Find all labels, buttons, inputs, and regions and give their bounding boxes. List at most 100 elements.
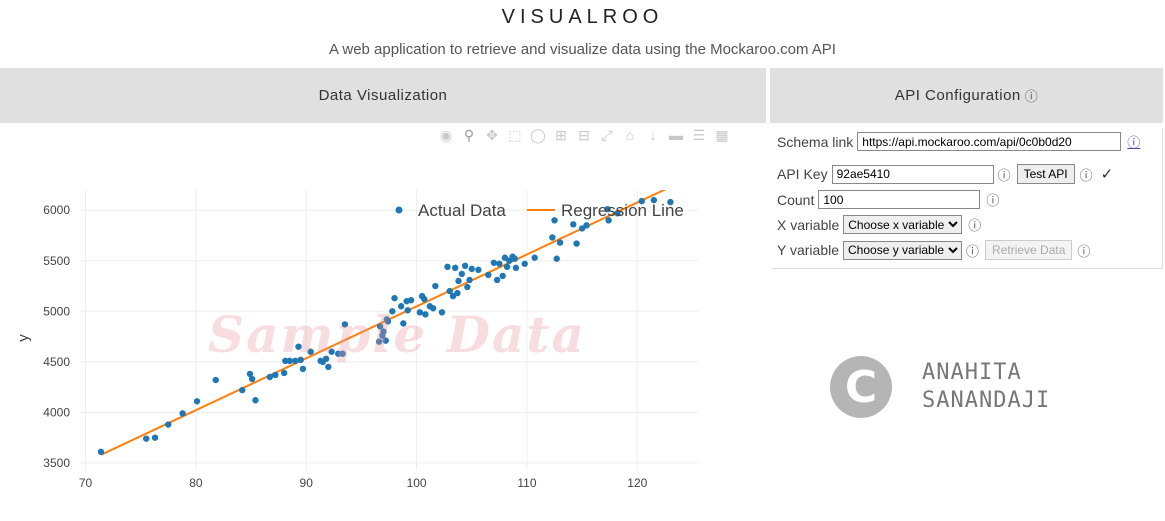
hover-closest-icon[interactable]: ▬ [669, 127, 683, 143]
data-point [458, 270, 466, 278]
data-point [468, 265, 475, 273]
data-point [179, 410, 186, 417]
pan-icon[interactable]: ✥ [486, 126, 498, 143]
camera-icon[interactable]: ◉ [439, 126, 453, 143]
autoscale-icon[interactable]: ⤢ [601, 126, 613, 143]
logo-line-2: SANANDAJI [922, 388, 1051, 413]
test-api-info-icon[interactable]: ⓘ [1079, 167, 1093, 183]
x-tick-label: 100 [407, 476, 427, 490]
count-input[interactable] [818, 190, 981, 209]
schema-label: Schema link [777, 133, 854, 150]
data-point [573, 240, 580, 247]
box-select-icon[interactable]: ⬚ [508, 126, 522, 143]
api-panel-title: API Configuration [894, 87, 1021, 104]
data-point [614, 210, 621, 217]
data-point [454, 289, 461, 297]
data-point [531, 254, 538, 261]
scatter-chart: 3500 4000 4500 5000 5500 6000 70 80 90 100 110 120 y… [15, 190, 698, 490]
zoom-icon[interactable]: ⚲ [463, 126, 475, 143]
data-point [252, 397, 259, 404]
y-tick-label: 4000 [43, 405, 70, 419]
logo-line-1: ANAHITA [922, 360, 1022, 385]
spike-lines-icon[interactable]: ↓ [649, 127, 657, 143]
data-point [466, 276, 473, 284]
data-point [604, 206, 611, 213]
data-point [389, 308, 396, 315]
data-point [380, 328, 387, 335]
info-icon[interactable]: ⓘ [1024, 89, 1039, 104]
y-variable-info-icon[interactable]: ⓘ [966, 243, 980, 259]
data-point [605, 217, 612, 224]
data-point [375, 338, 383, 345]
count-label: Count [777, 191, 815, 208]
retrieve-info-icon[interactable]: ⓘ [1077, 243, 1091, 259]
data-point [280, 369, 288, 377]
hover-compare-icon[interactable]: ☰ [692, 126, 706, 143]
data-point [446, 287, 453, 295]
data-point [549, 234, 556, 241]
count-info-icon[interactable]: ⓘ [986, 193, 1000, 208]
plot-toolbar: ◉ ⚲ ✥ ⬚ ◯ ⊞ ⊟ ⤢ ⌂ ↓ ▬ ☰ ▦ [438, 126, 730, 144]
data-point [499, 272, 506, 280]
data-point [328, 348, 335, 355]
data-point [503, 263, 511, 271]
visualization-panel-title: Data Visualization [318, 87, 448, 104]
lasso-icon[interactable]: ◯ [530, 126, 546, 143]
data-point [376, 323, 384, 330]
data-point [422, 311, 429, 318]
y-axis-label: y [15, 334, 32, 342]
data-point [322, 355, 330, 363]
x-tick-label: 120 [627, 476, 647, 490]
data-point [667, 198, 674, 206]
data-point [382, 337, 389, 344]
data-point [325, 363, 332, 371]
retrieve-data-button[interactable]: Retrieve Data [985, 240, 1073, 260]
data-point [248, 375, 256, 383]
x-variable-select[interactable]: Choose x variable [843, 215, 963, 234]
data-point [490, 259, 498, 266]
schema-info-icon[interactable]: ⓘ [1127, 135, 1141, 150]
data-point [421, 295, 428, 303]
zoom-in-icon[interactable]: ⊞ [555, 126, 567, 143]
api-key-info-icon[interactable]: ⓘ [997, 167, 1011, 183]
data-point [511, 255, 519, 262]
data-point [391, 294, 398, 302]
visualization-panel-header: Data Visualization [0, 68, 766, 123]
data-point [583, 222, 590, 229]
api-key-input[interactable] [831, 164, 994, 184]
app-title: VISUALROO [501, 6, 664, 28]
data-point [400, 320, 407, 327]
y-tick-label: 5000 [43, 304, 70, 318]
data-point [429, 305, 437, 312]
schema-input[interactable] [857, 132, 1122, 151]
plotly-logo-icon[interactable]: ▦ [715, 126, 729, 143]
data-point [165, 421, 172, 428]
data-point [553, 255, 560, 262]
x-variable-info-icon[interactable]: ⓘ [968, 218, 982, 233]
y-variable-select[interactable]: Choose y variable [843, 240, 963, 260]
test-api-button[interactable]: Test API [1016, 164, 1075, 184]
x-variable-label: X variable [777, 216, 840, 233]
data-point [444, 263, 451, 271]
y-variable-label: Y variable [777, 242, 840, 258]
data-point [650, 196, 658, 204]
data-point [496, 260, 503, 267]
x-tick-label: 80 [189, 476, 203, 490]
api-panel-header: API Configuration ⓘ [770, 68, 1163, 123]
author-logo: C ANAHITA SANANDAJI [830, 356, 1050, 418]
data-point [556, 239, 564, 246]
data-point [297, 356, 304, 364]
app-subtitle: A web application to retrieve and visual… [329, 41, 836, 58]
data-point [384, 318, 392, 325]
data-point [282, 357, 289, 365]
check-icon: ✓ [1100, 166, 1114, 183]
data-point [404, 307, 411, 314]
x-tick-label: 110 [517, 476, 536, 490]
data-point [266, 373, 274, 381]
zoom-out-icon[interactable]: ⊟ [578, 126, 590, 143]
reset-axes-icon[interactable]: ⌂ [625, 127, 635, 143]
legend-marker-actual-data [395, 206, 403, 214]
data-point [239, 386, 246, 394]
data-point [246, 370, 254, 378]
data-point [397, 303, 405, 310]
